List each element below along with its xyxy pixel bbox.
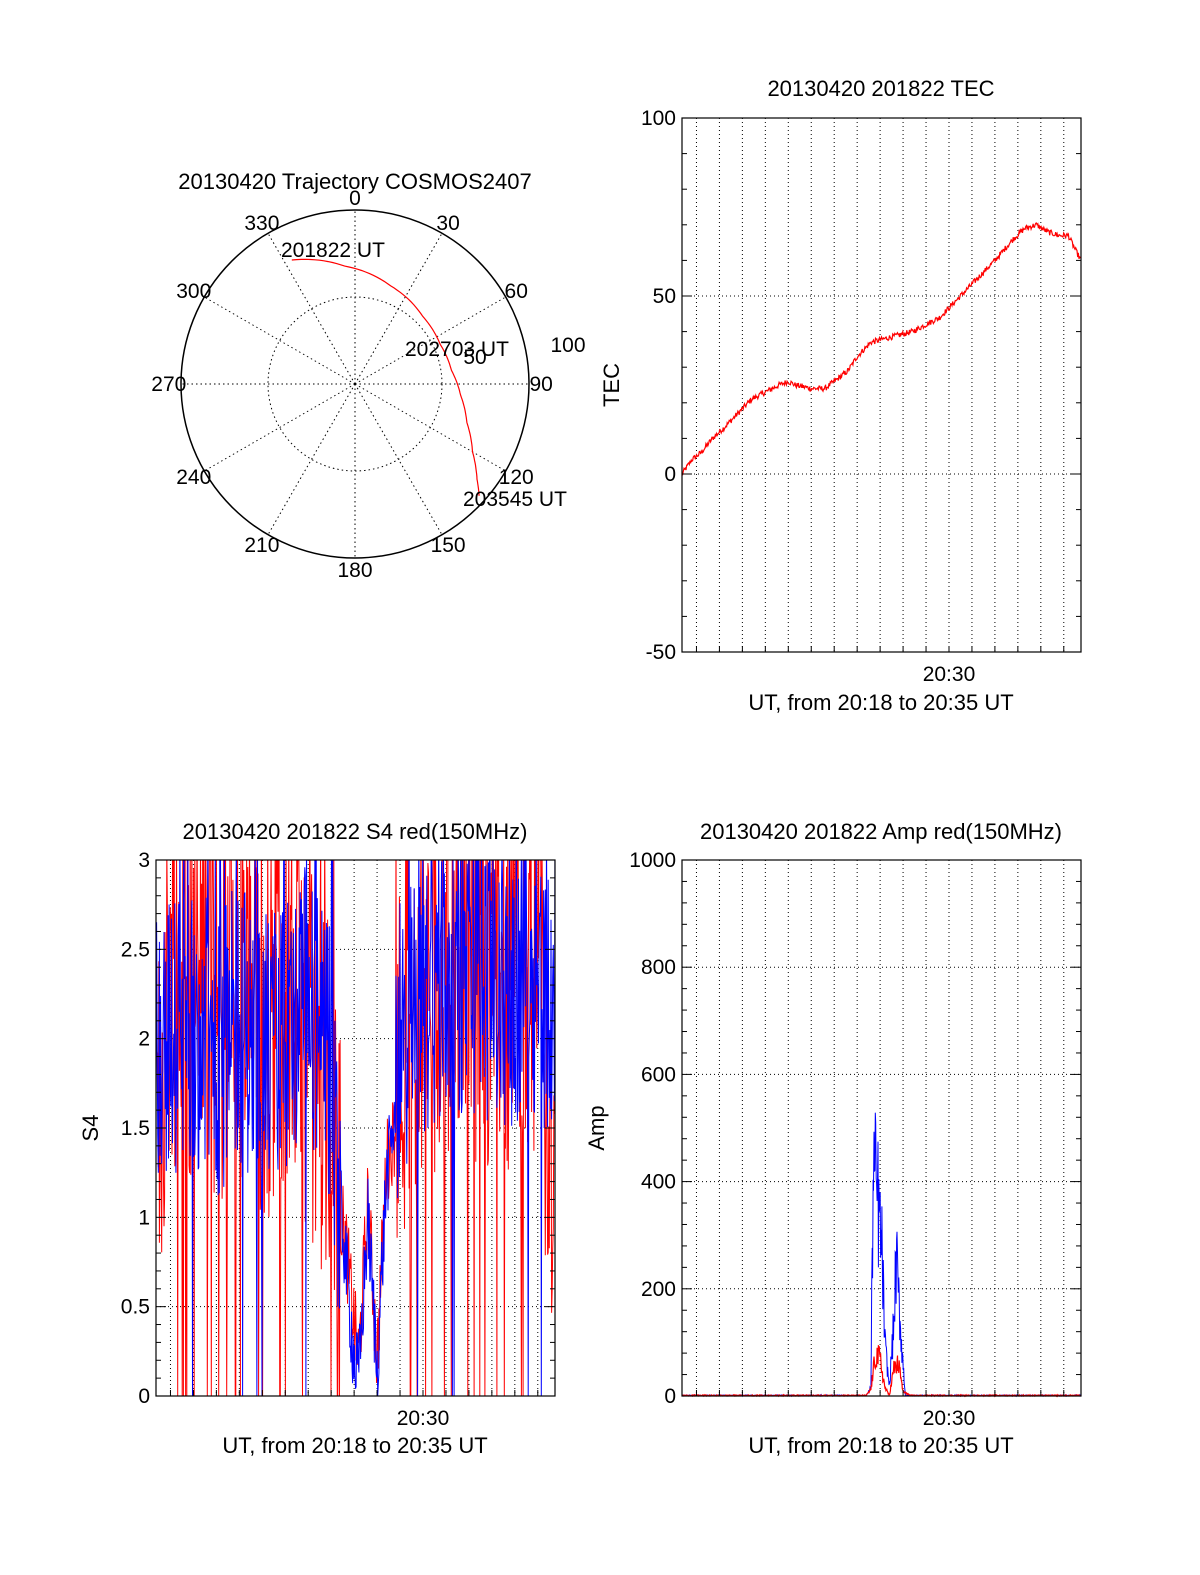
polar-azimuth-label: 270 [151, 373, 186, 396]
amp-ytick-label: 200 [641, 1278, 676, 1301]
tec-ytick-label: 50 [653, 285, 676, 308]
s4-xlabel: UT, from 20:18 to 20:35 UT [222, 1433, 487, 1458]
polar-spoke [267, 233, 356, 385]
amp-ytick-label: 0 [664, 1385, 676, 1408]
polar-azimuth-label: 180 [337, 559, 372, 582]
amp-series-line [681, 1345, 1082, 1398]
s4-ytick-label: 0 [138, 1385, 150, 1408]
polar-azimuth-label: 60 [505, 280, 528, 303]
s4-ytick-label: 2.5 [121, 938, 150, 961]
polar-azimuth-labels: 0 30 60 90 120 150 180 210 240 270 300 330 50 100 [151, 187, 585, 582]
polar-spoke [354, 296, 506, 385]
polar-azimuth-label: 300 [176, 280, 211, 303]
polar-ring-label: 50 [463, 346, 486, 369]
s4-ytick-label: 1 [138, 1206, 150, 1229]
amp-grid [682, 859, 1081, 1397]
polar-azimuth-label: 330 [244, 212, 279, 235]
s4-series-line [156, 860, 555, 1396]
s4-ticks: 0 0.5 1 1.5 2 2.5 3 20:30 [121, 849, 555, 1430]
polar-trajectory-panel: 20130420 Trajectory COSMOS2407 0 30 60 90 12… [151, 169, 585, 582]
polar-track-line [291, 258, 480, 496]
amp-plot-frame [681, 859, 1082, 1397]
polar-track-marker-label: 203545 UT [463, 488, 567, 511]
tec-ytick-label: 100 [641, 107, 676, 130]
amp-panel: 20130420 201822 Amp red(150MHz) 0 200 400 6… [584, 819, 1082, 1458]
amp-ylabel: Amp [584, 1105, 609, 1150]
s4-xtick-label: 20:30 [397, 1407, 450, 1430]
tec-xtick-label: 20:30 [923, 663, 976, 686]
s4-series [156, 860, 555, 1396]
s4-ylabel: S4 [78, 1115, 103, 1142]
polar-azimuth-label: 0 [349, 187, 361, 210]
polar-azimuth-label: 150 [431, 534, 466, 557]
polar-track-marker-label: 202703 UT [405, 338, 509, 361]
amp-ytick-label: 800 [641, 956, 676, 979]
amp-xtick-label: 20:30 [923, 1407, 976, 1430]
amp-xlabel: UT, from 20:18 to 20:35 UT [748, 1433, 1013, 1458]
polar-azimuth-label: 210 [244, 534, 279, 557]
s4-ytick-label: 0.5 [121, 1296, 150, 1319]
tec-grid [682, 117, 1081, 653]
tec-panel: 20130420 201822 TEC -50 0 50 100 20:30 TEC U… [599, 76, 1082, 715]
tec-ytick-label: -50 [646, 641, 676, 664]
polar-spoke [354, 383, 443, 535]
s4-ytick-label: 2 [138, 1028, 150, 1051]
amp-ytick-label: 400 [641, 1171, 676, 1194]
s4-ytick-label: 3 [138, 849, 150, 872]
polar-outer-circle [180, 209, 530, 559]
tec-title: 20130420 201822 TEC [767, 76, 994, 101]
polar-spoke [354, 383, 506, 472]
polar-spoke [204, 296, 356, 385]
s4-ytick-label: 1.5 [121, 1117, 150, 1140]
s4-series-line [156, 860, 555, 1396]
polar-azimuth-label: 30 [436, 212, 459, 235]
tec-ytick-label: 0 [664, 463, 676, 486]
amp-title: 20130420 201822 Amp red(150MHz) [700, 819, 1062, 844]
tec-ylabel: TEC [599, 363, 624, 407]
tec-plot-frame [681, 117, 1082, 653]
tec-series [681, 222, 1082, 476]
polar-azimuth-label: 240 [176, 466, 211, 489]
s4-title: 20130420 201822 S4 red(150MHz) [183, 819, 528, 844]
polar-spoke [267, 383, 356, 535]
amp-ytick-label: 600 [641, 1063, 676, 1086]
polar-track: 201822 UT 202703 UT 203545 UT [281, 239, 567, 511]
polar-spoke [204, 383, 356, 472]
amp-series-line [681, 1112, 1082, 1398]
tec-ticks: -50 0 50 100 20:30 [641, 107, 1081, 686]
polar-grid [180, 209, 530, 559]
tec-xlabel: UT, from 20:18 to 20:35 UT [748, 690, 1013, 715]
polar-azimuth-label: 120 [499, 466, 534, 489]
amp-series [681, 1112, 1082, 1398]
polar-azimuth-label: 90 [530, 373, 553, 396]
s4-panel: 20130420 201822 S4 red(150MHz) 0 0.5 1 1.5 2… [78, 819, 556, 1458]
polar-title: 20130420 Trajectory COSMOS2407 [178, 169, 531, 194]
polar-ring-label: 100 [550, 334, 585, 357]
amp-ytick-label: 1000 [629, 849, 676, 872]
amp-ticks: 0 200 400 600 800 1000 20:30 [629, 849, 1081, 1430]
tec-series-line [681, 222, 1082, 476]
polar-track-marker-label: 201822 UT [281, 239, 385, 262]
polar-spoke [354, 233, 443, 385]
